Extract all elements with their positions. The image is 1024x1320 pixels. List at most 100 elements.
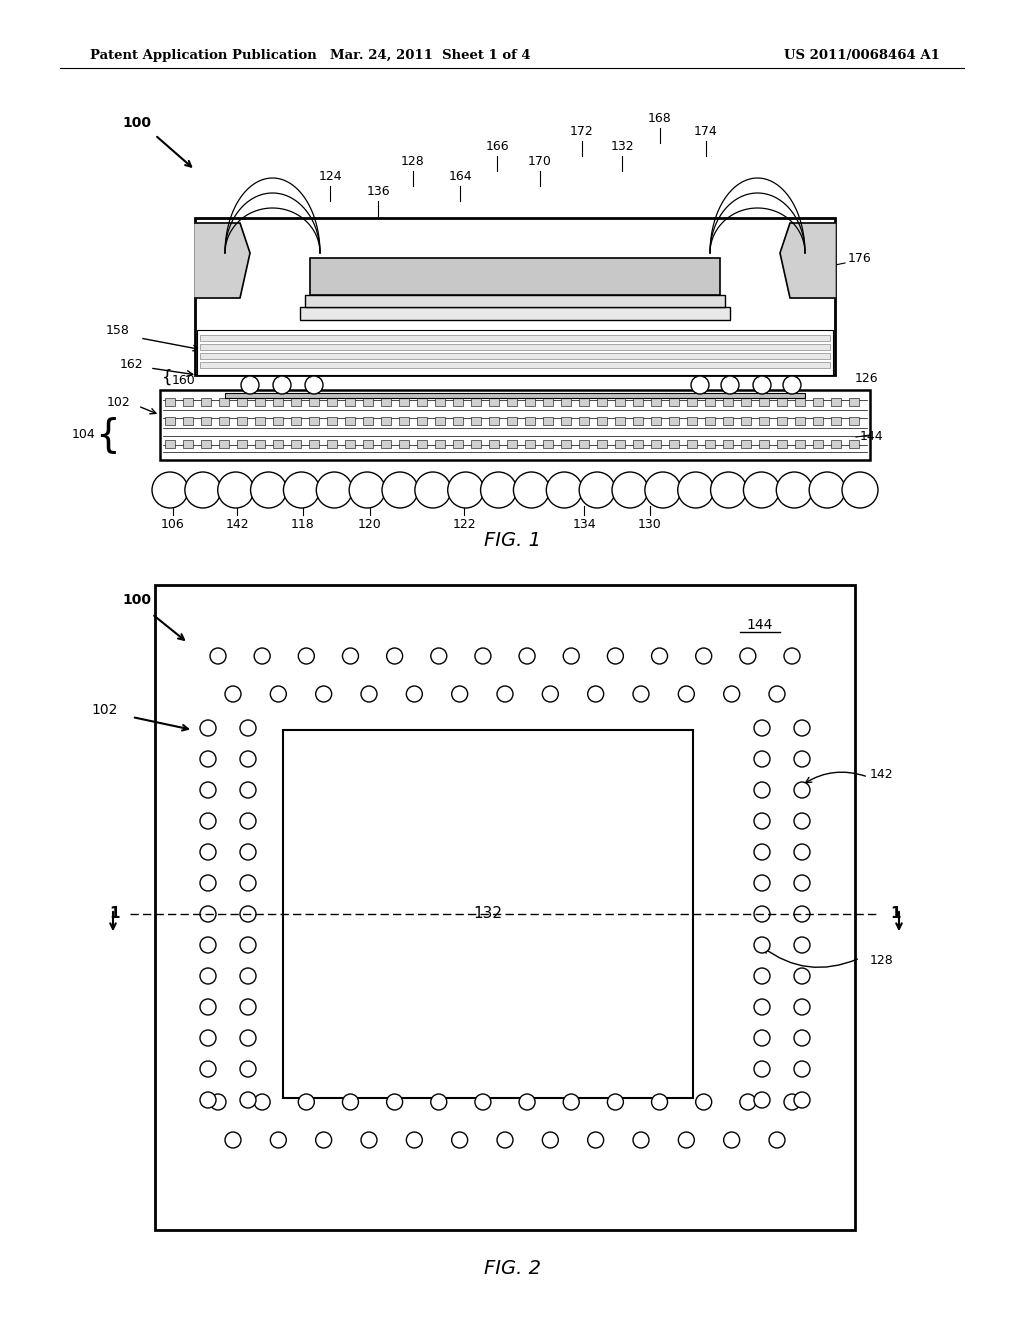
Bar [489,399,499,407]
Bar [362,399,373,407]
Circle shape [361,1133,377,1148]
Circle shape [342,1094,358,1110]
Circle shape [754,968,770,983]
Circle shape [769,1133,785,1148]
Circle shape [563,648,580,664]
Bar [705,440,715,447]
Circle shape [678,686,694,702]
Bar [273,417,283,425]
Bar [381,417,391,425]
Circle shape [240,875,256,891]
Bar [327,440,337,447]
Bar [597,440,607,447]
Bar [417,417,427,425]
Text: 100: 100 [122,593,151,607]
Text: 132: 132 [473,907,503,921]
Bar [200,362,830,368]
Text: 132: 132 [610,140,634,153]
Bar [197,330,833,375]
Circle shape [612,473,648,508]
Bar [723,417,733,425]
Circle shape [387,648,402,664]
Bar [273,440,283,447]
Text: 100: 100 [122,116,151,129]
Bar [597,399,607,407]
Circle shape [185,473,221,508]
Circle shape [200,1030,216,1045]
Polygon shape [195,223,250,298]
Bar [283,730,693,1098]
Bar [507,399,517,407]
Circle shape [315,1133,332,1148]
Bar [849,399,859,407]
Circle shape [513,473,550,508]
Bar [417,440,427,447]
Circle shape [152,473,188,508]
Circle shape [200,843,216,861]
Bar [561,417,571,425]
Circle shape [452,686,468,702]
Bar [200,345,830,350]
Circle shape [447,473,483,508]
Bar [489,417,499,425]
Circle shape [754,1092,770,1107]
Text: 118: 118 [291,517,314,531]
Bar [849,417,859,425]
Circle shape [200,813,216,829]
Bar [300,308,730,319]
Circle shape [407,1133,422,1148]
Bar [669,417,679,425]
Text: {: { [162,370,172,387]
Circle shape [240,1061,256,1077]
Circle shape [794,843,810,861]
Text: 142: 142 [870,768,894,781]
Bar [687,417,697,425]
Bar [651,440,662,447]
Bar [687,399,697,407]
Bar [219,399,229,407]
Bar [615,399,625,407]
Bar [160,389,870,459]
Bar [525,440,535,447]
Bar [705,399,715,407]
Bar [615,440,625,447]
Bar [543,417,553,425]
Circle shape [546,473,583,508]
Circle shape [754,906,770,921]
FancyBboxPatch shape [195,218,835,375]
Text: 176: 176 [848,252,871,264]
Bar [759,440,769,447]
Circle shape [754,937,770,953]
Bar [417,399,427,407]
Circle shape [769,686,785,702]
Bar [813,440,823,447]
Bar [741,440,751,447]
Bar [399,440,409,447]
Bar [183,417,193,425]
Circle shape [407,686,422,702]
Bar [310,257,720,294]
Circle shape [724,1133,739,1148]
Circle shape [794,875,810,891]
Circle shape [200,781,216,799]
Circle shape [431,648,446,664]
Circle shape [754,719,770,737]
Bar [435,440,445,447]
Bar [777,440,787,447]
Circle shape [794,1061,810,1077]
Text: 144: 144 [746,618,773,632]
Circle shape [273,376,291,393]
Bar [831,417,841,425]
Bar [597,417,607,425]
Circle shape [794,781,810,799]
Bar [543,440,553,447]
Circle shape [200,751,216,767]
Circle shape [711,473,746,508]
Text: 122: 122 [453,517,476,531]
Text: 128: 128 [870,953,894,966]
Bar [579,417,589,425]
Bar [687,440,697,447]
Circle shape [754,1030,770,1045]
Bar [345,417,355,425]
Circle shape [651,1094,668,1110]
